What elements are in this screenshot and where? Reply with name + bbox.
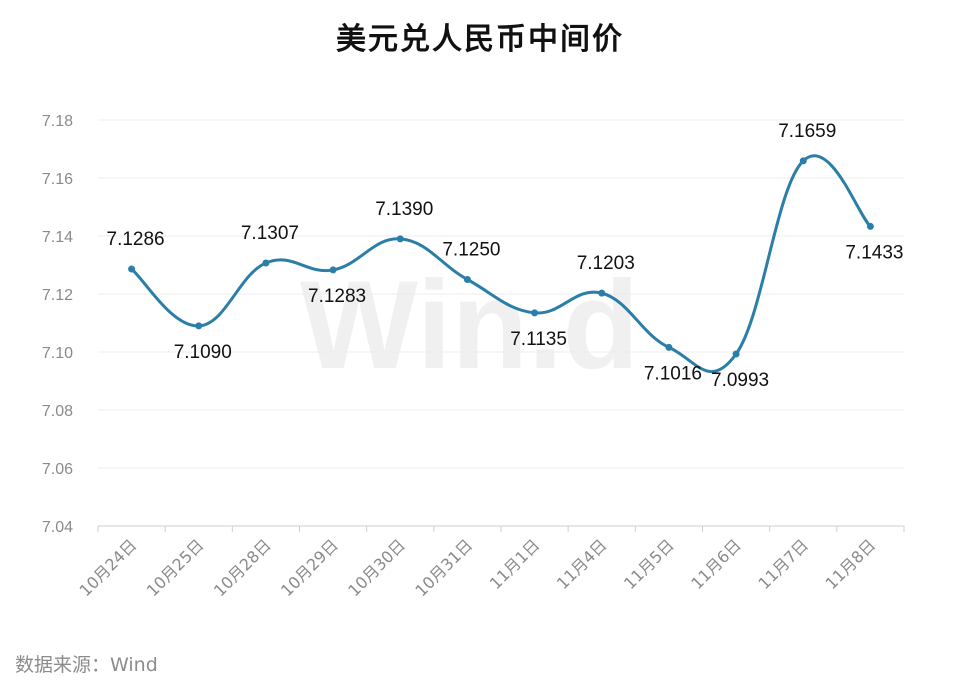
y-tick-label: 7.04 — [42, 519, 73, 536]
data-point — [195, 322, 203, 330]
data-label: 7.1250 — [442, 240, 500, 261]
x-tick-label: 10月31日 — [411, 535, 476, 600]
data-label: 7.1090 — [174, 342, 232, 363]
data-label: 7.1433 — [845, 242, 903, 263]
y-tick-label: 7.16 — [42, 171, 73, 188]
y-tick-label: 7.18 — [42, 113, 73, 130]
x-tick-label: 11月4日 — [553, 535, 611, 593]
data-label: 7.1390 — [375, 199, 433, 220]
x-tick-label: 11月1日 — [486, 535, 544, 593]
data-point — [665, 343, 673, 351]
data-label: 7.1283 — [308, 286, 366, 307]
data-point — [396, 235, 404, 243]
x-axis-ticks: 10月24日 10月25日 10月28日 10月29日 10月30日 10月31日 11月1… — [76, 526, 905, 600]
x-tick-label: 11月6日 — [687, 535, 745, 593]
data-point — [329, 266, 337, 274]
data-label: 7.1307 — [241, 223, 299, 244]
data-label: 7.1203 — [577, 253, 635, 274]
data-point — [128, 265, 136, 273]
data-points — [128, 157, 874, 358]
x-tick-label: 10月28日 — [210, 535, 275, 600]
data-point — [799, 157, 807, 165]
data-point — [866, 222, 874, 230]
x-tick-label: 10月30日 — [344, 535, 409, 600]
data-label: 7.1286 — [107, 229, 165, 250]
y-axis-ticks: 7.04 7.06 7.08 7.10 7.12 7.14 7.16 7.18 — [42, 113, 73, 536]
data-labels: 7.1286 7.1090 7.1307 7.1283 7.1390 7.1250 7.11… — [107, 121, 904, 391]
data-point — [463, 276, 471, 283]
data-label: 7.0993 — [711, 370, 769, 391]
y-tick-label: 7.12 — [42, 287, 73, 304]
data-point — [531, 309, 539, 317]
x-tick-label: 11月7日 — [754, 535, 812, 593]
y-tick-label: 7.06 — [42, 461, 73, 478]
x-tick-label: 11月8日 — [822, 535, 880, 593]
data-label: 7.1135 — [510, 329, 567, 350]
x-tick-label: 10月24日 — [76, 535, 141, 600]
gridlines — [98, 119, 904, 469]
data-point — [262, 259, 270, 267]
page-title: 美元兑人民币中间价 — [336, 22, 624, 57]
data-point — [598, 289, 606, 297]
x-tick-label: 10月29日 — [277, 535, 342, 600]
data-point — [732, 350, 740, 358]
y-tick-label: 7.14 — [42, 229, 73, 246]
y-tick-label: 7.10 — [42, 345, 73, 362]
data-label: 7.1016 — [644, 363, 702, 384]
x-tick-label: 11月5日 — [620, 535, 678, 593]
x-tick-label: 10月25日 — [143, 535, 208, 600]
source-note: 数据来源：Wind — [15, 654, 158, 676]
data-label: 7.1659 — [778, 121, 836, 142]
series-line — [130, 154, 872, 374]
y-tick-label: 7.08 — [42, 403, 73, 420]
